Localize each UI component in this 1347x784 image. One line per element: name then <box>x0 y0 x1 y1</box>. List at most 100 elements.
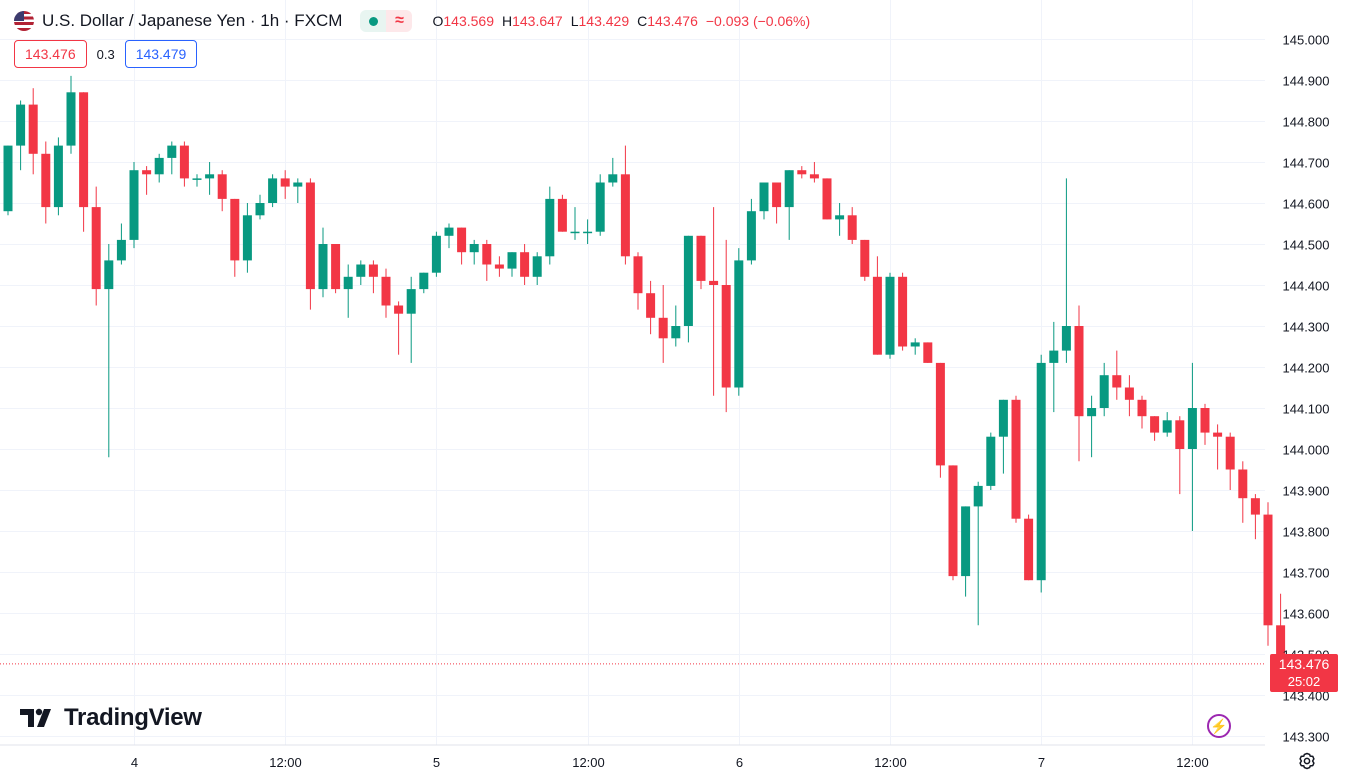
candle <box>633 252 643 310</box>
candle-body <box>1225 436 1235 470</box>
candle-body <box>570 231 580 234</box>
candle-body <box>923 342 933 363</box>
candle <box>696 235 706 290</box>
sell-button[interactable]: 143.476 <box>14 40 87 68</box>
candle <box>1213 424 1223 470</box>
candle <box>167 141 177 175</box>
candle-body <box>671 326 681 339</box>
candle-body <box>898 276 908 347</box>
time-tick-label: 12:00 <box>874 755 907 770</box>
candle-body <box>847 215 857 240</box>
candle-body <box>154 157 164 175</box>
candle <box>545 186 555 265</box>
candle <box>809 162 819 183</box>
market-status[interactable]: ≈ <box>360 10 413 32</box>
candle <box>431 231 441 277</box>
candle-body <box>557 198 567 232</box>
candle-body <box>217 174 227 199</box>
tradingview-logo-text: TradingView <box>64 704 202 731</box>
candle <box>1049 321 1059 413</box>
price-tick-label: 144.500 <box>1283 238 1330 253</box>
candle-body <box>268 178 278 203</box>
candle <box>205 162 215 195</box>
candle-body <box>1187 408 1197 449</box>
candle <box>381 268 391 318</box>
candle-body <box>431 235 441 273</box>
candle <box>759 182 769 220</box>
candle <box>129 162 139 249</box>
last-price-tag: 143.476 25:02 <box>1270 654 1338 692</box>
symbol-title[interactable]: U.S. Dollar / Japanese Yen · 1h · FXCM <box>42 11 343 30</box>
candle <box>305 178 315 310</box>
candle-body <box>28 104 38 154</box>
settings-gear-icon[interactable] <box>1297 751 1317 771</box>
candle-body <box>394 305 404 314</box>
candle <box>217 170 227 212</box>
candle <box>469 239 479 265</box>
candle-body <box>331 244 341 290</box>
candle-body <box>179 145 189 179</box>
candle-body <box>255 203 265 216</box>
candle-body <box>53 145 63 208</box>
candle <box>797 166 807 179</box>
candle-body <box>318 244 328 290</box>
candle <box>658 285 668 363</box>
candle-body <box>633 256 643 294</box>
candle <box>16 100 26 171</box>
candle <box>923 342 933 363</box>
candle-body <box>293 182 303 187</box>
candle-body <box>973 485 983 507</box>
time-tick-label: 12:00 <box>1176 755 1209 770</box>
lightning-icon[interactable]: ⚡ <box>1207 714 1231 738</box>
candle-body <box>1087 408 1097 417</box>
tradingview-logo-icon <box>20 708 51 727</box>
candle <box>910 338 920 355</box>
spread-value: 0.3 <box>96 46 115 62</box>
candle <box>646 280 656 335</box>
candle-body <box>343 276 353 290</box>
candle <box>961 506 971 597</box>
price-tick-label: 143.400 <box>1283 689 1330 704</box>
candle <box>268 174 278 208</box>
candle <box>721 239 731 413</box>
buy-button[interactable]: 143.479 <box>124 40 198 68</box>
candle <box>419 272 429 294</box>
candle <box>620 145 630 265</box>
price-tick-label: 145.000 <box>1283 33 1330 48</box>
time-tick-label: 12:00 <box>572 755 605 770</box>
candle <box>406 276 416 363</box>
candle <box>1112 350 1122 400</box>
candle-body <box>1250 498 1260 515</box>
candle-body <box>784 170 794 208</box>
candle-body <box>1137 399 1147 417</box>
candle-body <box>608 174 618 183</box>
last-price-value: 143.476 <box>1278 656 1330 672</box>
candle-body <box>280 178 290 187</box>
candle-body <box>658 317 668 339</box>
tradingview-logo[interactable]: TradingView <box>20 704 202 732</box>
candle <box>318 227 328 298</box>
candle <box>3 145 13 216</box>
candle <box>847 207 857 244</box>
candle <box>520 244 530 285</box>
candle <box>583 219 593 244</box>
candle <box>1238 461 1248 523</box>
candle-body <box>520 252 530 277</box>
candle <box>998 399 1008 474</box>
candle-body <box>368 264 378 277</box>
candle <box>948 465 958 581</box>
candle-body <box>482 244 492 265</box>
candle <box>53 137 63 216</box>
candle-body <box>444 227 454 236</box>
candle-body <box>167 145 177 158</box>
candle-body <box>1200 408 1210 433</box>
time-tick-label: 12:00 <box>269 755 302 770</box>
candle-body <box>835 215 845 220</box>
candle-body <box>305 182 315 290</box>
candle-body <box>583 231 593 234</box>
candle-body <box>1036 362 1046 581</box>
candle <box>595 174 605 236</box>
candle-body <box>746 211 756 261</box>
candle <box>242 203 252 273</box>
